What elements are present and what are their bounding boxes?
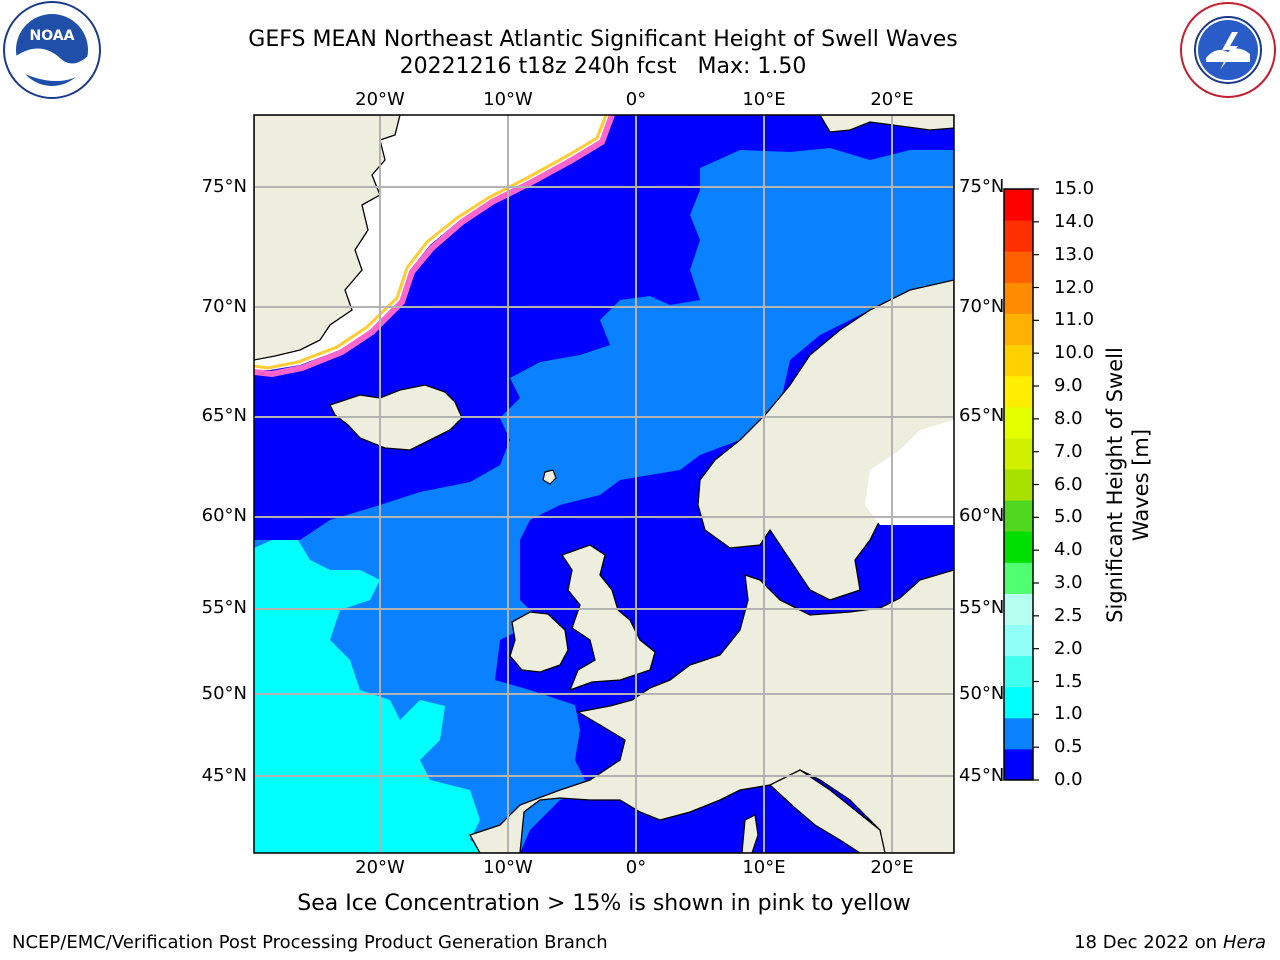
lon-tick-top: 10°W	[483, 89, 533, 110]
corsica-sardinia-land	[741, 814, 759, 853]
colorbar-tick-label: 2.5	[1054, 604, 1083, 626]
chart-subtitle: 20221216 t18z 240h fcst Max: 1.50	[399, 54, 807, 79]
colorbar-bin	[1004, 220, 1033, 252]
lat-tick-right: 70°N	[959, 296, 1005, 317]
colorbar-tick-label: 1.0	[1054, 703, 1083, 725]
footer-date: 18 Dec 2022 on Hera	[1074, 933, 1266, 953]
noaa-logo-text: NOAA	[30, 28, 75, 44]
lat-tick-left: 70°N	[201, 296, 247, 317]
colorbar-bin	[1004, 593, 1033, 625]
lon-tick-top: 20°E	[870, 89, 914, 110]
lon-tick-top: 10°E	[742, 89, 786, 110]
colorbar-bin	[1004, 251, 1033, 283]
lat-tick-left: 60°N	[201, 505, 247, 526]
lon-tick-bottom: 20°E	[870, 857, 914, 878]
lat-tick-left: 45°N	[201, 765, 247, 786]
lat-tick-right: 75°N	[959, 176, 1005, 197]
swell-region-1.0-1.5	[254, 540, 490, 853]
colorbar-bin	[1004, 748, 1033, 781]
colorbar-tick-label: 6.0	[1054, 473, 1083, 495]
lat-tick-right: 65°N	[959, 405, 1005, 426]
colorbar-tick-label: 5.0	[1054, 506, 1083, 528]
svalbard-land	[819, 115, 954, 133]
colorbar-tick-label: 0.5	[1054, 736, 1083, 758]
ireland-land	[509, 611, 569, 673]
colorbar-tick-label: 13.0	[1054, 243, 1095, 265]
chart-title: GEFS MEAN Northeast Atlantic Significant…	[248, 27, 958, 52]
colorbar-bin	[1004, 531, 1033, 563]
colorbar-tick-label: 12.0	[1054, 276, 1095, 298]
colorbar-bin	[1004, 189, 1033, 221]
sea-ice-note: Sea Ice Concentration > 15% is shown in …	[297, 891, 911, 916]
lat-tick-left: 55°N	[201, 597, 247, 618]
colorbar-bin	[1004, 468, 1033, 501]
baltic-ice-mask	[865, 420, 954, 525]
colorbar-tick-label: 9.0	[1054, 375, 1083, 396]
colorbar-tick-label: 10.0	[1054, 342, 1095, 364]
colorbar-bin	[1004, 344, 1033, 377]
colorbar-tick-label: 14.0	[1054, 210, 1095, 232]
colorbar-bin	[1004, 437, 1033, 470]
colorbar-bin	[1004, 282, 1033, 314]
map-frame	[253, 114, 955, 854]
colorbar	[1004, 188, 1039, 781]
lat-tick-right: 55°N	[959, 597, 1005, 618]
noaa-logo: NOAA	[3, 1, 101, 99]
lon-tick-top: 0°	[625, 89, 647, 110]
colorbar-bin	[1004, 655, 1033, 688]
colorbar-label: Significant Height of Swell Waves [m]	[1103, 347, 1153, 623]
colorbar-tick-label: 0.0	[1054, 769, 1083, 790]
colorbar-tick-label: 15.0	[1054, 178, 1095, 199]
colorbar-bin	[1004, 562, 1033, 594]
lon-tick-bottom: 10°E	[742, 857, 786, 878]
graticule	[254, 115, 954, 853]
colorbar-bin	[1004, 313, 1033, 346]
colorbar-tick-label: 2.0	[1054, 637, 1083, 659]
nws-logo	[1180, 2, 1276, 98]
colorbar-bin	[1004, 624, 1033, 657]
lat-tick-right: 45°N	[959, 765, 1005, 786]
colorbar-tick-label: 11.0	[1054, 309, 1095, 331]
sea-ice-edge-yellow	[254, 115, 608, 370]
lon-tick-bottom: 10°W	[483, 857, 533, 878]
colorbar-frame	[1003, 188, 1034, 781]
italy-land	[768, 769, 886, 853]
footer-date-text: 18 Dec 2022 on	[1074, 932, 1218, 953]
footer-credit: NCEP/EMC/Verification Post Processing Pr…	[12, 932, 608, 953]
colorbar-bin	[1004, 375, 1033, 408]
lat-tick-left: 50°N	[201, 683, 247, 704]
faroe-land	[542, 469, 557, 485]
colorbar-tick-label: 7.0	[1054, 440, 1083, 462]
lat-tick-left: 75°N	[201, 176, 247, 197]
lat-tick-right: 60°N	[959, 505, 1005, 526]
sea-ice-edge	[254, 115, 615, 378]
lat-tick-right: 50°N	[959, 683, 1005, 704]
colorbar-tick-label: 1.5	[1054, 670, 1083, 692]
great-britain-land	[560, 544, 656, 692]
swell-region-0.5-1.0	[254, 148, 954, 853]
colorbar-tick-label: 4.0	[1054, 539, 1083, 561]
lat-tick-left: 65°N	[201, 405, 247, 426]
colorbar-tick-label: 3.0	[1054, 572, 1083, 593]
lon-tick-bottom: 0°	[625, 857, 647, 878]
colorbar-bin	[1004, 406, 1033, 439]
colorbar-bin	[1004, 500, 1033, 532]
colorbar-tick-label: 8.0	[1054, 407, 1083, 429]
lon-tick-bottom: 20°W	[355, 857, 405, 878]
colorbar-bin	[1004, 686, 1033, 719]
footer-host: Hera	[1222, 932, 1266, 953]
colorbar-bin	[1004, 717, 1033, 750]
lon-tick-top: 20°W	[355, 89, 405, 110]
